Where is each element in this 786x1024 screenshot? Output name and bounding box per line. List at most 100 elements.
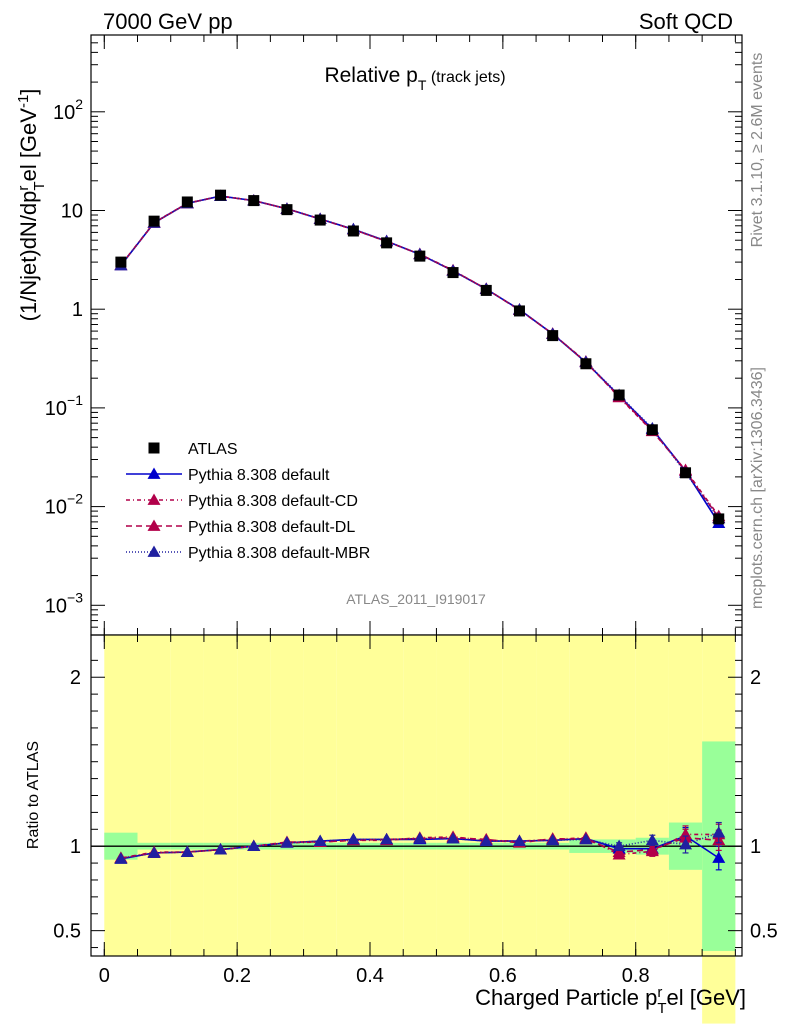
- ratio-ytick-label-right: 2: [750, 667, 761, 689]
- atlas-marker-0: [115, 256, 127, 268]
- yellow-band-7: [336, 635, 370, 956]
- title-suffix: (track jets): [426, 69, 505, 86]
- main-ytick-label: 10−1: [45, 392, 83, 420]
- xtick-label: 0.8: [622, 965, 650, 987]
- ratio-marker-s3-2: [180, 845, 194, 857]
- ratio-marker-s3-13: [546, 833, 560, 846]
- legend-label-3: Pythia 8.308 default-DL: [188, 519, 355, 536]
- xtick-label: 0: [99, 965, 110, 987]
- main-ylabel: (1/Njet)dN/dprTel [GeV-1]: [15, 89, 48, 322]
- ratio-marker-s2-15: [612, 845, 626, 857]
- ratio-marker-s3-16: [645, 833, 659, 846]
- atlas-marker-9: [414, 250, 426, 262]
- ratio-marker-s3-5: [280, 836, 294, 848]
- yellow-band-17: [668, 635, 703, 956]
- atlas-marker-6: [314, 214, 326, 226]
- ratio-ylabel: Ratio to ATLAS: [25, 741, 42, 849]
- atlas-marker-1: [148, 215, 160, 227]
- yellow-band-6: [303, 635, 337, 956]
- ratio-marker-s3-14: [579, 832, 593, 845]
- ratio-marker-s3-15: [612, 839, 626, 852]
- main-ytick-label: 10−2: [45, 491, 83, 519]
- legend-label-2: Pythia 8.308 default-CD: [188, 493, 358, 510]
- legend-marker-2: [147, 493, 161, 505]
- ratio-marker-s3-6: [313, 834, 327, 846]
- analysis-label: ATLAS_2011_I919017: [346, 591, 486, 607]
- main-axes: 10−3 10−2 10−1 1 10 102: [45, 34, 743, 636]
- ratio-uncertainty-bands: [91, 635, 742, 1024]
- main-plot: 10−3 10−2 10−1 1 10 102 Relative pT (track je…: [15, 34, 743, 636]
- atlas-marker-18: [713, 513, 725, 525]
- yellow-band-12: [502, 635, 537, 956]
- ratio-marker-s3-1: [147, 846, 161, 858]
- legend: ATLAS Pythia 8.308 default Pythia 8.308 de…: [126, 441, 370, 562]
- atlas-marker-7: [347, 225, 359, 237]
- ratio-marker-s3-11: [479, 834, 493, 846]
- yellow-band-11: [469, 635, 503, 956]
- legend-marker-0: [148, 442, 160, 454]
- ratio-marker-s3-10: [446, 832, 460, 844]
- atlas-marker-16: [646, 424, 658, 436]
- header-left: 7000 GeV pp: [103, 9, 233, 34]
- atlas-marker-15: [613, 389, 625, 401]
- rivet-label: Rivet 3.1.10, ≥ 2.6M events: [749, 53, 766, 248]
- yellow-band-2: [170, 635, 204, 956]
- yellow-band-4: [237, 635, 271, 956]
- ratio-ytick-label: 2: [70, 667, 81, 689]
- legend-marker-1: [147, 467, 161, 479]
- atlas-marker-3: [215, 189, 227, 201]
- yellow-band-8: [370, 635, 404, 956]
- main-ytick-label: 10−3: [45, 589, 83, 617]
- yellow-band-15: [602, 635, 636, 956]
- main-ytick-label: 1: [72, 299, 83, 321]
- ratio-marker-s3-0: [114, 852, 128, 864]
- ratio-marker-s3-8: [380, 832, 394, 845]
- atlas-marker-5: [281, 204, 293, 216]
- mcplots-label: mcplots.cern.ch [arXiv:1306.3436]: [749, 367, 766, 609]
- yellow-band-1: [137, 635, 171, 956]
- ratio-ytick-label: 1: [70, 836, 81, 858]
- ratio-marker-s3-17: [679, 837, 693, 850]
- atlas-marker-12: [513, 305, 525, 317]
- ratio-marker-s3-7: [346, 832, 360, 845]
- legend-label-0: ATLAS: [188, 441, 238, 458]
- xtick-label: 0.6: [489, 965, 517, 987]
- main-plot-title: Relative pT (track jets): [324, 64, 505, 93]
- ratio-axes: 0.5 0.5 1 1 2 2 0 0.2 0.4 0.6 0.8: [53, 634, 778, 987]
- ratio-ytick-label: 0.5: [53, 921, 81, 943]
- xtick-label: 0.2: [223, 965, 251, 987]
- atlas-marker-17: [680, 467, 692, 479]
- ratio-ytick-label-right: 0.5: [750, 921, 778, 943]
- ratio-ytick-label-right: 1: [750, 836, 761, 858]
- ratio-marker-s3-4: [247, 839, 261, 852]
- title-main: Relative p: [324, 64, 417, 87]
- atlas-marker-8: [381, 237, 393, 249]
- main-series-markers: [114, 189, 726, 528]
- yellow-band-0: [104, 635, 138, 956]
- legend-label-4: Pythia 8.308 default-MBR: [188, 545, 370, 562]
- yellow-band-14: [569, 635, 603, 956]
- yellow-band-3: [203, 635, 238, 956]
- ratio-marker-s0-18: [712, 851, 726, 863]
- ratio-marker-s2-16: [645, 843, 659, 855]
- legend-marker-4: [147, 545, 161, 557]
- ratio-plot: 0.5 0.51 12 20 0.2 0.4 0.6 0.8 Ratio to ATLAS C…: [25, 634, 778, 1024]
- main-ytick-label: 102: [53, 96, 83, 124]
- title-sub: T: [418, 77, 427, 93]
- yellow-band-10: [436, 635, 470, 956]
- legend-marker-3: [147, 519, 161, 531]
- atlas-marker-13: [547, 330, 559, 342]
- atlas-marker-2: [181, 196, 193, 208]
- ratio-marker-s3-18: [712, 826, 726, 838]
- atlas-marker-11: [480, 284, 492, 296]
- ratio-series-markers: [114, 821, 726, 871]
- header-right: Soft QCD: [639, 9, 733, 34]
- atlas-marker-10: [447, 267, 459, 279]
- xtick-label: 0.4: [356, 965, 384, 987]
- yellow-band-5: [270, 635, 304, 956]
- ratio-marker-s3-9: [413, 832, 427, 844]
- atlas-marker-4: [248, 195, 260, 207]
- ratio-marker-s3-3: [214, 843, 228, 855]
- yellow-band-9: [403, 635, 437, 956]
